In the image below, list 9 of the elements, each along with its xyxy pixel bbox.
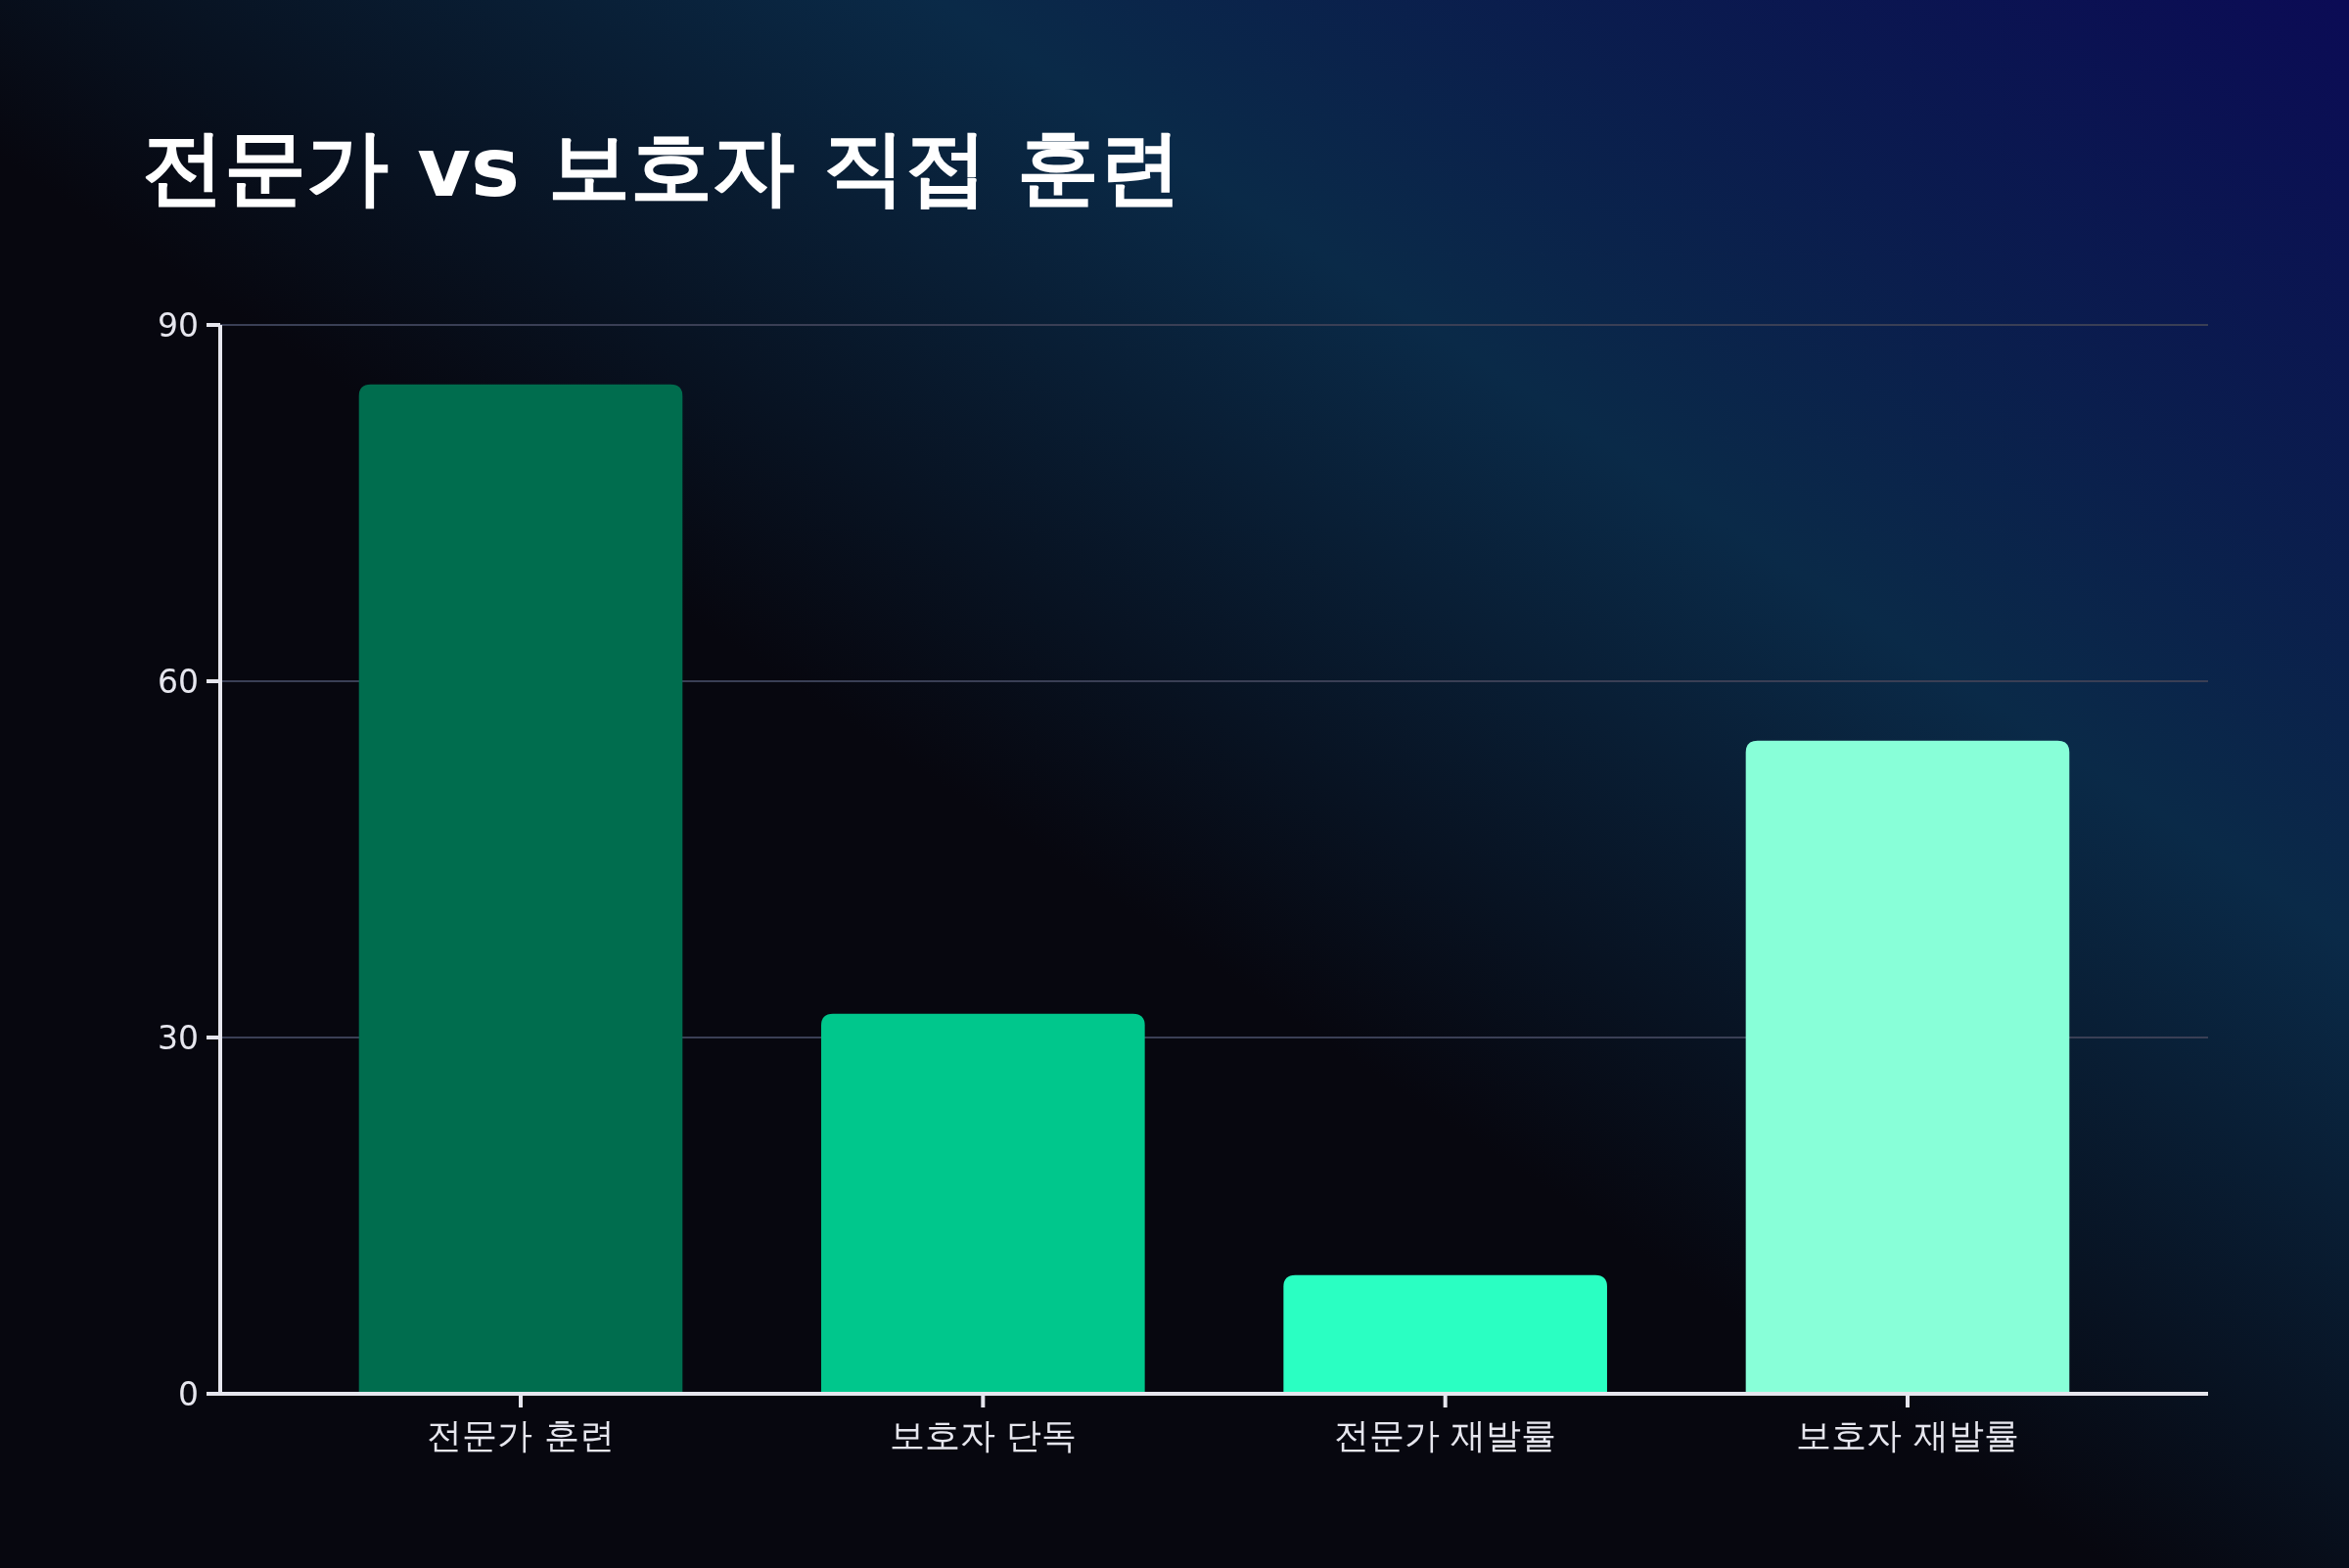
y-tick-label: 60	[158, 662, 199, 701]
chart-title: 전문가 vs 보호자 직접 훈련	[142, 119, 1181, 215]
y-tick-label: 90	[158, 305, 199, 345]
y-tick-label: 0	[178, 1374, 199, 1413]
x-tick-label: 전문가 재발률	[1333, 1414, 1557, 1455]
x-tick-label: 보호자 단독	[889, 1414, 1078, 1455]
y-tick-label: 30	[158, 1018, 199, 1057]
x-tick-label: 전문가 훈련	[427, 1414, 615, 1455]
x-tick-label: 보호자 재발률	[1796, 1414, 2019, 1455]
